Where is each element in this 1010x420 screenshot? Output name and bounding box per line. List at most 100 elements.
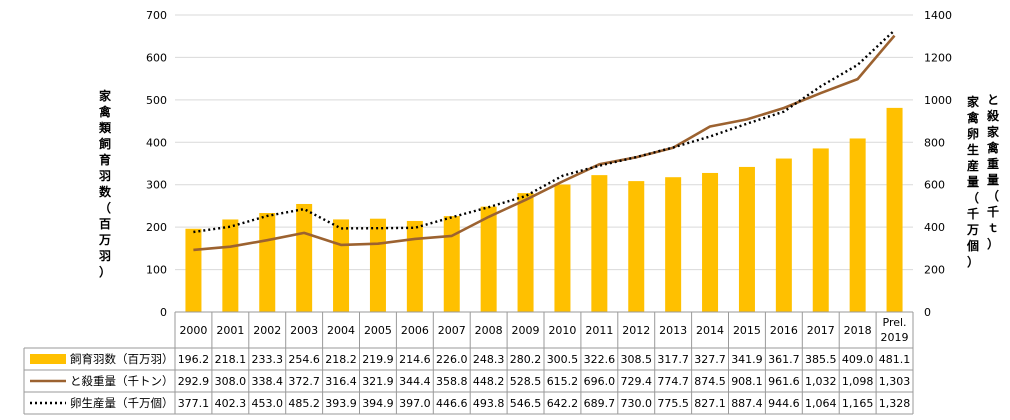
data-label: 361.7 [768, 353, 800, 366]
data-table: 2000 2001 2002 2003 2004 2005 2006 2007 2008 2009… [23, 311, 914, 415]
axis-title-char: ） [98, 265, 111, 279]
y-left-tick-label: 300 [146, 179, 167, 192]
y-right-tick-label: 1200 [924, 51, 952, 64]
line-series [193, 29, 896, 252]
data-label: 1,098 [842, 375, 874, 388]
y-left-tick-label: 0 [160, 306, 167, 319]
bar [738, 166, 755, 312]
bar [222, 219, 239, 312]
legend-key-bar [30, 354, 66, 364]
y-axis-right-title-1: と殺家禽重量 （ 千 ｔ ） [986, 92, 1000, 252]
bar [185, 228, 202, 312]
axis-title-char: 万 [966, 223, 979, 237]
x-tick-label: 2001 [216, 324, 244, 337]
bar [849, 138, 866, 312]
data-label: 196.2 [178, 353, 210, 366]
y-right-tick-label: 800 [924, 136, 945, 149]
axis-title-char: 数 [98, 185, 111, 199]
legend-label: 卵生産量（千万個） [70, 396, 174, 410]
data-label: 219.9 [362, 353, 394, 366]
axis-title-char: （ [986, 189, 999, 203]
y-left-tick-label: 500 [146, 94, 167, 107]
x-tick-label: 2004 [327, 324, 355, 337]
bar [591, 175, 608, 312]
x-tick-label: 2006 [401, 324, 429, 337]
data-label: 226.0 [436, 353, 468, 366]
axis-title-char: 家 [986, 125, 999, 139]
data-label: 248.3 [473, 353, 505, 366]
x-tick-label: 2011 [585, 324, 613, 337]
bar [369, 218, 386, 312]
axis-title-char: ） [986, 237, 999, 251]
data-label: 218.2 [325, 353, 357, 366]
bar [406, 220, 423, 312]
data-label: 341.9 [731, 353, 763, 366]
x-tick-label: 2013 [659, 324, 687, 337]
axis-title-char: と [986, 93, 999, 107]
x-tick-label: 2008 [475, 324, 503, 337]
data-label: 409.0 [842, 353, 874, 366]
x-tick-label: 2019 [881, 331, 909, 344]
y-left-tick-label: 600 [146, 51, 167, 64]
y-left-tick-label: 400 [146, 136, 167, 149]
data-label: 397.0 [399, 397, 431, 410]
data-label: 321.9 [362, 375, 394, 388]
x-tick-label: 2016 [770, 324, 798, 337]
data-label: 446.6 [436, 397, 468, 410]
axis-title-char: 飼 [98, 137, 111, 151]
bar [296, 203, 313, 312]
axis-title-char: 殺 [986, 109, 999, 123]
legend-label: 飼育羽数（百万羽） [70, 352, 174, 366]
data-label: 233.3 [252, 353, 284, 366]
data-label: 944.6 [768, 397, 800, 410]
axis-title-char: 家 [98, 89, 111, 103]
data-label: 393.9 [325, 397, 357, 410]
data-label: 317.7 [657, 353, 689, 366]
x-tick-label: 2010 [548, 324, 576, 337]
data-label: 377.1 [178, 397, 210, 410]
axis-title-char: 育 [98, 153, 111, 167]
axis-title-char: 千 [986, 205, 999, 219]
bar [333, 219, 350, 312]
y-axis-right: 0 200 400 600 800 1000 1200 1400 [924, 9, 952, 319]
bar [665, 177, 682, 312]
axis-title-char: ｔ [986, 221, 999, 235]
bar [259, 213, 276, 312]
x-tick-label: 2015 [733, 324, 761, 337]
data-label: 308.5 [621, 353, 653, 366]
data-label: 218.1 [215, 353, 247, 366]
axis-title-char: 重 [986, 157, 999, 171]
data-label: 1,165 [842, 397, 874, 410]
axis-title-char: 禽 [98, 105, 111, 119]
axis-title-char: 量 [986, 173, 999, 187]
bar [517, 193, 534, 312]
axis-title-char: 類 [98, 121, 111, 135]
x-tick-label: 2018 [844, 324, 872, 337]
slaughter-weight-line [193, 34, 896, 252]
data-label: 316.4 [325, 375, 357, 388]
bar-series [185, 107, 903, 312]
data-label: 358.8 [436, 375, 468, 388]
axis-title-char: 万 [98, 233, 111, 247]
data-label: 493.8 [473, 397, 505, 410]
data-label: 394.9 [362, 397, 394, 410]
axis-title-char: 家 [966, 95, 979, 109]
legend-label: と殺重量（千トン） [70, 374, 174, 388]
y-right-tick-label: 200 [924, 264, 945, 277]
axis-title-char: 産 [966, 159, 979, 173]
x-tick-label: 2007 [438, 324, 466, 337]
y-left-tick-label: 100 [146, 264, 167, 277]
axis-title-char: 卵 [966, 127, 979, 141]
bar [443, 216, 460, 312]
data-label: 642.2 [547, 397, 579, 410]
bar [480, 206, 497, 312]
data-label: 887.4 [731, 397, 763, 410]
data-label: 254.6 [288, 353, 320, 366]
axis-title-char: 千 [966, 207, 979, 221]
data-label: 696.0 [584, 375, 616, 388]
egg-production-line [193, 29, 896, 234]
data-label: 385.5 [805, 353, 837, 366]
y-right-tick-label: 400 [924, 221, 945, 234]
data-label: 453.0 [252, 397, 284, 410]
axis-title-char: 百 [98, 217, 111, 231]
